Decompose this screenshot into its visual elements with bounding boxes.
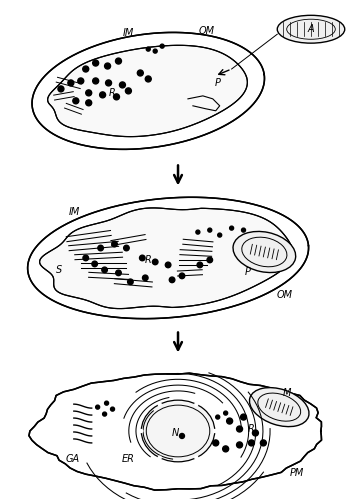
Circle shape — [237, 442, 243, 448]
Circle shape — [179, 273, 185, 278]
Polygon shape — [32, 32, 265, 150]
Circle shape — [218, 233, 222, 237]
Circle shape — [169, 277, 175, 282]
Circle shape — [197, 262, 203, 268]
Circle shape — [153, 49, 157, 53]
Circle shape — [112, 241, 117, 247]
Ellipse shape — [233, 232, 296, 272]
Circle shape — [105, 63, 110, 69]
Circle shape — [128, 279, 133, 284]
Circle shape — [102, 267, 108, 272]
Circle shape — [158, 403, 161, 406]
Circle shape — [140, 430, 143, 432]
Text: OM: OM — [276, 290, 292, 300]
Circle shape — [180, 434, 185, 438]
Text: S: S — [56, 265, 62, 275]
Circle shape — [213, 430, 216, 432]
Circle shape — [195, 456, 198, 459]
Text: R: R — [145, 255, 152, 265]
Ellipse shape — [277, 16, 345, 43]
Circle shape — [102, 412, 106, 416]
Circle shape — [165, 262, 171, 268]
Circle shape — [93, 78, 98, 84]
Text: GA: GA — [66, 454, 80, 464]
Circle shape — [83, 255, 89, 260]
Circle shape — [83, 66, 89, 72]
Circle shape — [152, 259, 158, 264]
Text: R: R — [248, 424, 255, 434]
Text: PM: PM — [290, 468, 304, 478]
Circle shape — [260, 440, 266, 446]
Circle shape — [143, 275, 148, 280]
Text: OM: OM — [199, 26, 215, 36]
Circle shape — [137, 70, 143, 76]
Circle shape — [58, 86, 64, 92]
Circle shape — [237, 426, 243, 432]
Circle shape — [224, 411, 228, 415]
Text: P: P — [215, 78, 221, 88]
Circle shape — [207, 257, 212, 262]
Circle shape — [195, 403, 198, 406]
Circle shape — [208, 228, 212, 232]
Circle shape — [114, 94, 119, 100]
Circle shape — [119, 82, 125, 88]
Circle shape — [230, 226, 233, 230]
Circle shape — [86, 90, 92, 96]
Circle shape — [100, 92, 106, 98]
Circle shape — [68, 80, 74, 86]
Circle shape — [252, 430, 258, 436]
Circle shape — [158, 456, 161, 459]
Circle shape — [115, 58, 122, 64]
Circle shape — [124, 245, 129, 251]
Circle shape — [105, 401, 109, 405]
Polygon shape — [39, 208, 292, 308]
Circle shape — [96, 405, 100, 409]
Circle shape — [213, 440, 219, 446]
Circle shape — [216, 415, 220, 419]
Circle shape — [240, 414, 247, 420]
Circle shape — [93, 60, 98, 66]
Circle shape — [223, 446, 229, 452]
Circle shape — [78, 78, 84, 84]
Circle shape — [106, 80, 111, 86]
Text: R: R — [109, 88, 116, 98]
Circle shape — [241, 228, 245, 232]
Circle shape — [146, 47, 150, 51]
Circle shape — [73, 98, 79, 104]
Text: P: P — [245, 267, 251, 277]
Text: ER: ER — [122, 454, 135, 464]
Circle shape — [196, 230, 200, 234]
Polygon shape — [48, 46, 247, 136]
Text: N: N — [172, 428, 179, 438]
Circle shape — [92, 261, 97, 266]
Text: A: A — [308, 24, 314, 34]
Text: IM: IM — [69, 207, 80, 217]
Circle shape — [86, 100, 92, 106]
Polygon shape — [29, 373, 321, 490]
Circle shape — [139, 255, 145, 260]
Ellipse shape — [141, 400, 215, 462]
Circle shape — [227, 418, 233, 424]
Text: IM: IM — [123, 28, 134, 38]
Circle shape — [116, 270, 121, 276]
Polygon shape — [28, 198, 308, 318]
Circle shape — [160, 44, 164, 48]
Text: M: M — [283, 388, 291, 398]
Circle shape — [98, 245, 104, 251]
Circle shape — [125, 88, 131, 94]
Circle shape — [145, 76, 151, 82]
Ellipse shape — [249, 388, 309, 426]
Circle shape — [110, 407, 114, 411]
Circle shape — [248, 440, 254, 446]
